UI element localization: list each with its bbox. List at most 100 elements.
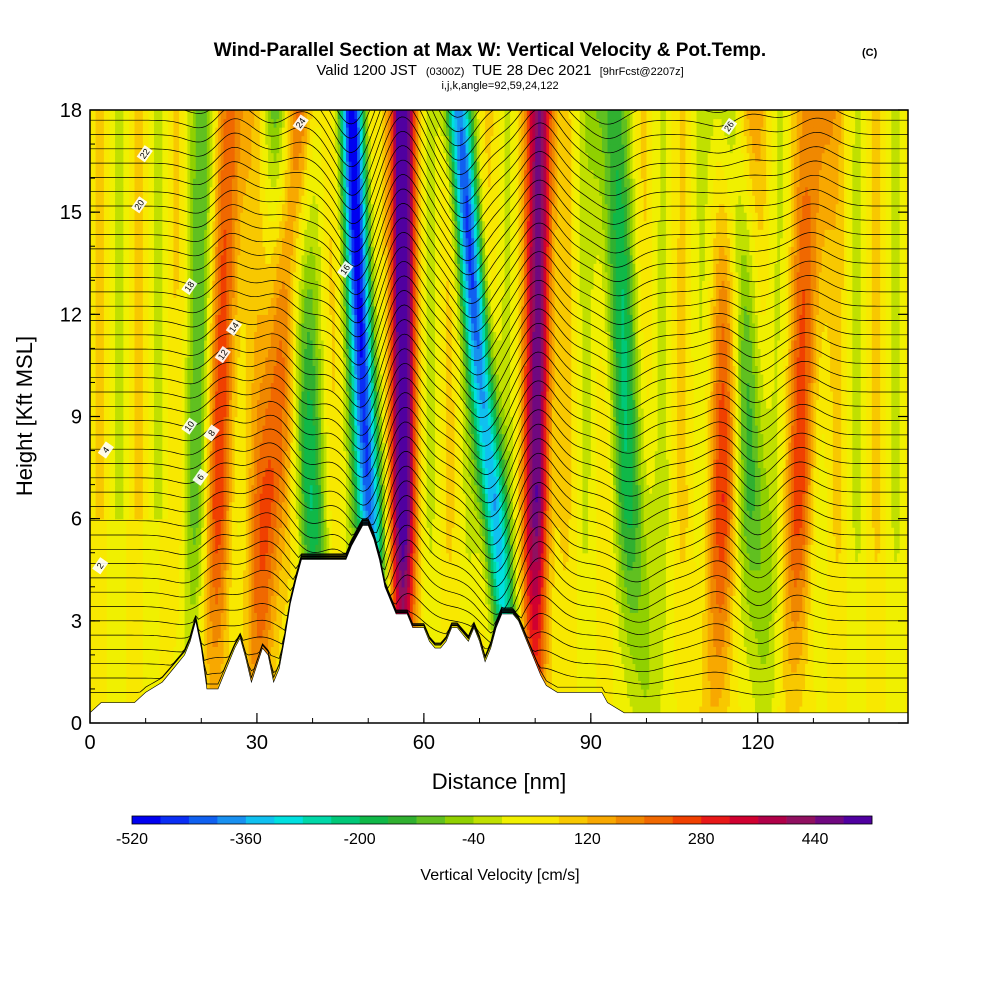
velocity-cell xyxy=(832,705,837,716)
velocity-cell xyxy=(537,654,542,664)
velocity-cell xyxy=(112,680,116,690)
velocity-cell xyxy=(741,680,745,690)
velocity-cell xyxy=(153,646,158,656)
velocity-cell xyxy=(643,663,648,673)
velocity-cell xyxy=(788,646,792,656)
velocity-cell xyxy=(101,697,105,707)
velocity-cell xyxy=(702,705,706,716)
velocity-cell xyxy=(869,629,873,639)
velocity-cell xyxy=(799,637,803,647)
velocity-cell xyxy=(90,637,94,647)
velocity-cell xyxy=(699,663,703,673)
velocity-cell xyxy=(604,671,609,682)
velocity-cell xyxy=(693,680,698,690)
velocity-cell xyxy=(576,654,581,664)
velocity-cell xyxy=(610,654,614,664)
velocity-cell xyxy=(579,663,584,673)
velocity-cell xyxy=(159,646,163,656)
velocity-cell xyxy=(874,654,878,664)
velocity-cell xyxy=(807,654,812,664)
velocity-cell xyxy=(810,705,814,716)
velocity-cell xyxy=(780,620,784,630)
velocity-cell xyxy=(899,646,904,656)
velocity-cell xyxy=(741,654,745,664)
velocity-cell xyxy=(877,705,881,716)
velocity-cell xyxy=(841,697,845,707)
velocity-cell xyxy=(652,637,656,647)
velocity-cell xyxy=(663,705,667,716)
velocity-cell xyxy=(782,697,787,707)
velocity-cell xyxy=(529,637,533,647)
velocity-cell xyxy=(766,705,770,716)
velocity-cell xyxy=(265,629,269,639)
velocity-cell xyxy=(115,620,119,630)
velocity-cell xyxy=(98,697,102,707)
velocity-cell xyxy=(649,629,653,639)
velocity-cell xyxy=(721,654,725,664)
velocity-cell xyxy=(162,671,166,682)
velocity-cell xyxy=(679,705,684,716)
velocity-cell xyxy=(768,646,773,656)
velocity-cell xyxy=(832,688,837,699)
velocity-cell xyxy=(810,688,814,699)
velocity-cell xyxy=(718,637,723,647)
velocity-cell xyxy=(279,629,283,639)
velocity-cell xyxy=(849,688,853,699)
velocity-cell xyxy=(618,637,623,647)
velocity-cell xyxy=(780,680,784,690)
velocity-cell xyxy=(112,671,116,682)
velocity-cell xyxy=(607,646,611,656)
velocity-cell xyxy=(713,629,717,639)
velocity-cell xyxy=(888,629,892,639)
velocity-cell xyxy=(835,697,840,707)
velocity-cell xyxy=(98,654,102,664)
velocity-cell xyxy=(640,629,645,639)
velocity-cell xyxy=(212,654,216,664)
velocity-cell xyxy=(844,697,848,707)
velocity-cell xyxy=(757,680,762,690)
velocity-cell xyxy=(134,680,138,690)
velocity-cell xyxy=(746,646,751,656)
velocity-cell xyxy=(276,646,280,656)
velocity-cell xyxy=(805,637,809,647)
velocity-cell xyxy=(713,663,717,673)
velocity-cell xyxy=(109,629,113,639)
velocity-cell xyxy=(551,629,556,639)
velocity-cell xyxy=(663,654,667,664)
velocity-cell xyxy=(546,671,550,682)
velocity-cell xyxy=(866,637,870,647)
velocity-cell xyxy=(646,680,650,690)
velocity-cell xyxy=(693,646,698,656)
velocity-cell xyxy=(582,671,586,682)
velocity-cell xyxy=(109,697,113,707)
velocity-cell xyxy=(582,637,586,647)
velocity-cell xyxy=(838,629,842,639)
velocity-cell xyxy=(682,620,687,630)
velocity-cell xyxy=(668,697,673,707)
velocity-cell xyxy=(749,671,753,682)
velocity-cell xyxy=(902,654,906,664)
velocity-cell xyxy=(273,620,278,630)
velocity-cell xyxy=(896,637,901,647)
velocity-cell xyxy=(217,663,222,673)
velocity-cell xyxy=(869,654,873,664)
velocity-cell xyxy=(607,654,611,664)
velocity-cell xyxy=(256,646,261,656)
velocity-cell xyxy=(652,629,656,639)
velocity-cell xyxy=(624,620,628,630)
velocity-cell xyxy=(735,688,739,699)
velocity-cell xyxy=(646,629,650,639)
velocity-cell xyxy=(746,663,751,673)
velocity-cell xyxy=(140,646,144,656)
velocity-cell xyxy=(565,663,570,673)
velocity-cell xyxy=(217,646,222,656)
velocity-cell xyxy=(716,629,720,639)
velocity-cell xyxy=(635,688,639,699)
velocity-cell xyxy=(810,671,814,682)
velocity-cell xyxy=(248,637,252,647)
velocity-cell xyxy=(857,629,862,639)
velocity-cell xyxy=(760,671,764,682)
velocity-cell xyxy=(899,688,904,699)
velocity-cell xyxy=(665,705,670,716)
velocity-cell xyxy=(624,680,628,690)
